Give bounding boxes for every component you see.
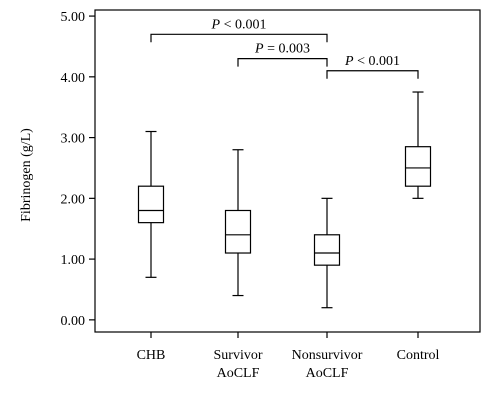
box bbox=[137, 185, 165, 224]
y-tick-label: 5.00 bbox=[61, 10, 86, 25]
y-tick-label: 0.00 bbox=[61, 314, 86, 329]
y-tick-label: 2.00 bbox=[61, 192, 86, 207]
box bbox=[404, 146, 432, 187]
significance-bracket bbox=[326, 70, 419, 79]
box bbox=[224, 209, 252, 254]
box bbox=[313, 234, 341, 266]
significance-bracket bbox=[150, 33, 328, 43]
significance-bracket bbox=[237, 58, 328, 67]
x-category-label: Control bbox=[397, 348, 440, 363]
plot-frame bbox=[94, 9, 481, 333]
significance-label: P < 0.001 bbox=[344, 54, 400, 69]
significance-label: P < 0.001 bbox=[211, 17, 267, 32]
y-tick-label: 4.00 bbox=[61, 71, 86, 86]
y-tick-label: 1.00 bbox=[61, 253, 86, 268]
y-tick-label: 3.00 bbox=[61, 132, 86, 147]
x-category-label: CHB bbox=[137, 348, 166, 363]
x-category-label: AoCLF bbox=[217, 366, 260, 381]
x-category-label: AoCLF bbox=[306, 366, 349, 381]
x-category-label: Survivor bbox=[214, 348, 263, 363]
y-axis-label: Fibrinogen (g/L) bbox=[19, 128, 34, 222]
x-category-label: Nonsurvivor bbox=[292, 348, 363, 363]
significance-label: P = 0.003 bbox=[254, 42, 310, 57]
